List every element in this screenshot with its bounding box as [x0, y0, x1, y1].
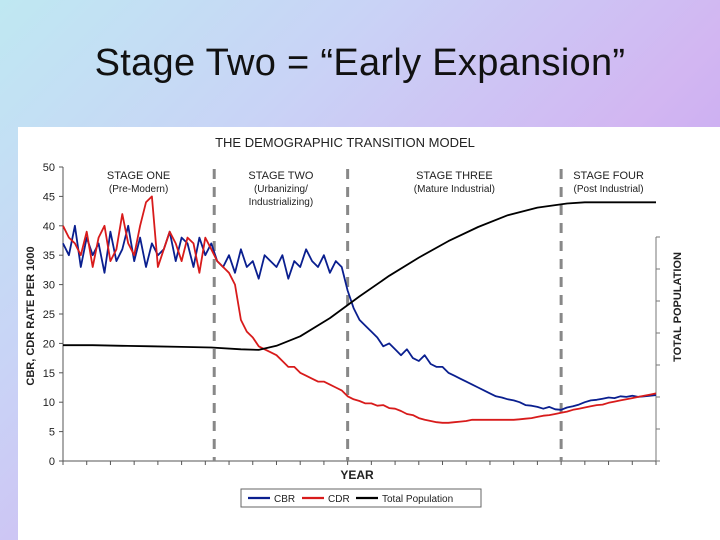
- y-tick-label: 40: [43, 221, 55, 233]
- y2-axis-label: TOTAL POPULATION: [672, 252, 684, 362]
- stage-description: Industrializing): [249, 197, 313, 208]
- stage-description: (Post Industrial): [574, 184, 644, 195]
- stage-name: STAGE TWO: [248, 170, 313, 182]
- axes: 0 5 10 15 20 25 30 35 40 45 50: [43, 162, 660, 468]
- y-axis-label: CBR, CDR RATE PER 1000: [25, 246, 37, 385]
- y-tick-label: 50: [43, 162, 55, 174]
- stage-description: (Pre-Modern): [109, 184, 168, 195]
- legend: CBR CDR Total Population: [240, 488, 482, 508]
- stage-annotations: STAGE ONE (Pre-Modern) STAGE TWO (Urbanizin…: [107, 169, 644, 461]
- stage-name: STAGE FOUR: [573, 170, 644, 182]
- stage-name: STAGE THREE: [416, 170, 493, 182]
- y-tick-label: 0: [49, 456, 55, 468]
- y-tick-label: 5: [49, 427, 55, 439]
- series-line-cbr: [62, 224, 657, 411]
- stage-name: STAGE ONE: [107, 170, 170, 182]
- demographic-transition-chart: THE DEMOGRAPHIC TRANSITION MODEL CBR, CD…: [25, 135, 684, 508]
- y-tick-label: 10: [43, 397, 55, 409]
- y-tick-label: 35: [43, 250, 55, 262]
- x-axis-label: YEAR: [340, 468, 374, 482]
- series-lines: [62, 195, 657, 424]
- y-tick-label: 20: [43, 338, 55, 350]
- stage-description: (Urbanizing/: [254, 184, 308, 195]
- series-line-total-population: [63, 201, 656, 351]
- y-tick-label: 25: [43, 309, 55, 321]
- stage-description: (Mature Industrial): [414, 184, 495, 195]
- legend-entry: CBR: [274, 494, 295, 505]
- slide-title: Stage Two = “Early Expansion”: [94, 42, 626, 84]
- y-tick-label: 45: [43, 191, 55, 203]
- series-line-cdr: [62, 195, 657, 424]
- y-tick-label: 15: [43, 368, 55, 380]
- y-tick-label: 30: [43, 280, 55, 292]
- chart-title: THE DEMOGRAPHIC TRANSITION MODEL: [215, 135, 475, 150]
- legend-entry: Total Population: [382, 494, 453, 505]
- chart-panel: THE DEMOGRAPHIC TRANSITION MODEL CBR, CD…: [18, 127, 720, 540]
- legend-entry: CDR: [328, 494, 350, 505]
